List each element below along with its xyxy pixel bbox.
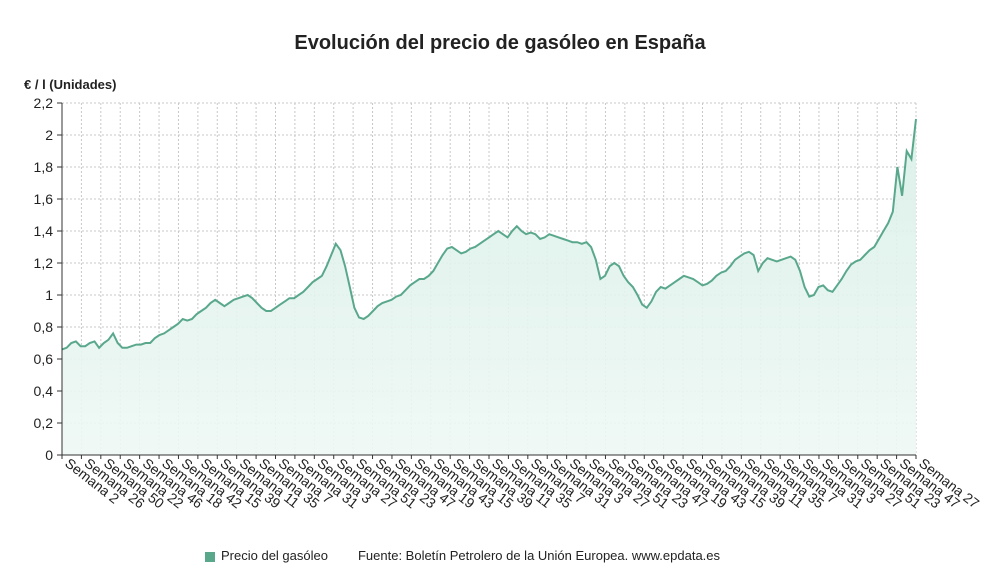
y-axis-ticks: 0 0,2 0,4 0,6 0,8 1 1,2 1,4 1,6 1,8 2 2,2 [34,95,62,463]
y-tick-label: 1,4 [34,223,54,239]
y-axis-label: € / l (Unidades) [24,77,117,92]
y-tick-label: 0,8 [34,319,54,335]
y-tick-label: 0,2 [34,415,54,431]
source-text: Fuente: Boletín Petrolero de la Unión Eu… [357,548,721,563]
y-tick-label: 0,4 [34,383,54,399]
y-tick-label: 0,6 [34,351,54,367]
y-tick-label: 1,6 [34,191,54,207]
legend-label: Precio del gasóleo [221,548,328,563]
chart-title: Evolución del precio de gasóleo en Españ… [294,32,706,54]
y-tick-label: 0 [45,447,53,463]
y-tick-label: 2 [45,127,53,143]
y-tick-label: 2,2 [34,95,54,111]
chart-footer: Precio del gasóleo Fuente: Boletín Petrol… [205,548,720,563]
series-line-precio-gasoleo [61,118,917,351]
legend-swatch [205,551,215,562]
y-tick-label: 1,8 [34,159,54,175]
y-tick-label: 1,2 [34,255,54,271]
y-tick-label: 1 [45,287,53,303]
series-area [62,119,916,455]
